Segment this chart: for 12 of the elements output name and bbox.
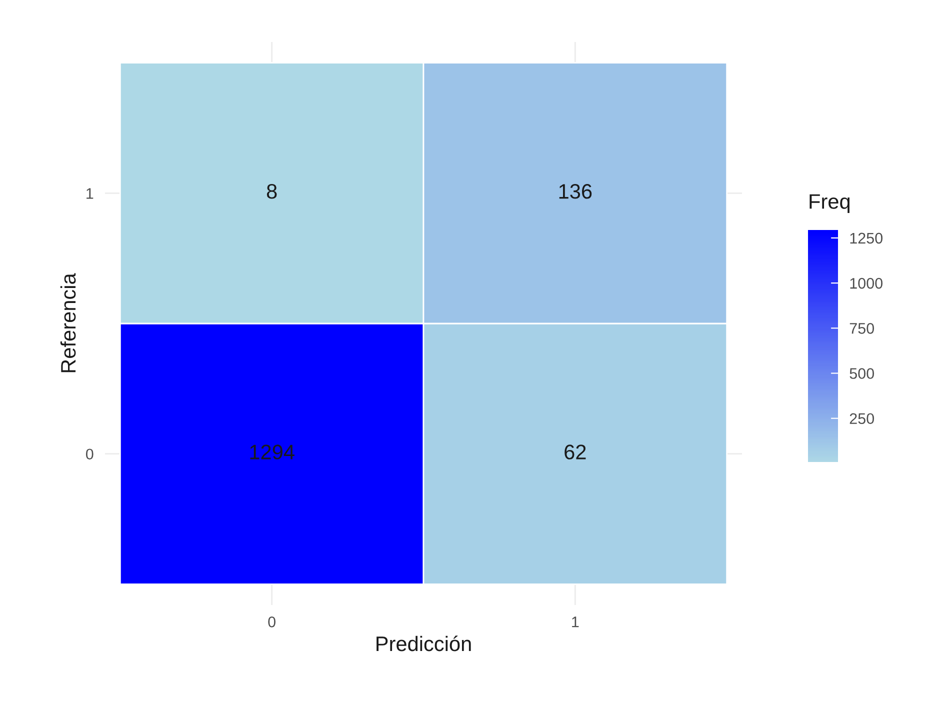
color-bar-label: 1000	[850, 278, 882, 289]
data-label: 136	[559, 184, 592, 199]
x-axis-title: Predicción	[376, 636, 471, 652]
color-bar-label: 1250	[850, 232, 882, 244]
color-bar-label: 250	[850, 413, 874, 424]
data-label: 8	[266, 184, 277, 199]
color-bar-label: 500	[850, 368, 874, 379]
y-axis-title: Referencia	[60, 273, 76, 372]
color-bar-label: 750	[850, 323, 874, 334]
data-label: 1294	[250, 444, 294, 460]
data-label: 62	[564, 444, 586, 460]
color-bar-title: Freq	[810, 194, 850, 213]
